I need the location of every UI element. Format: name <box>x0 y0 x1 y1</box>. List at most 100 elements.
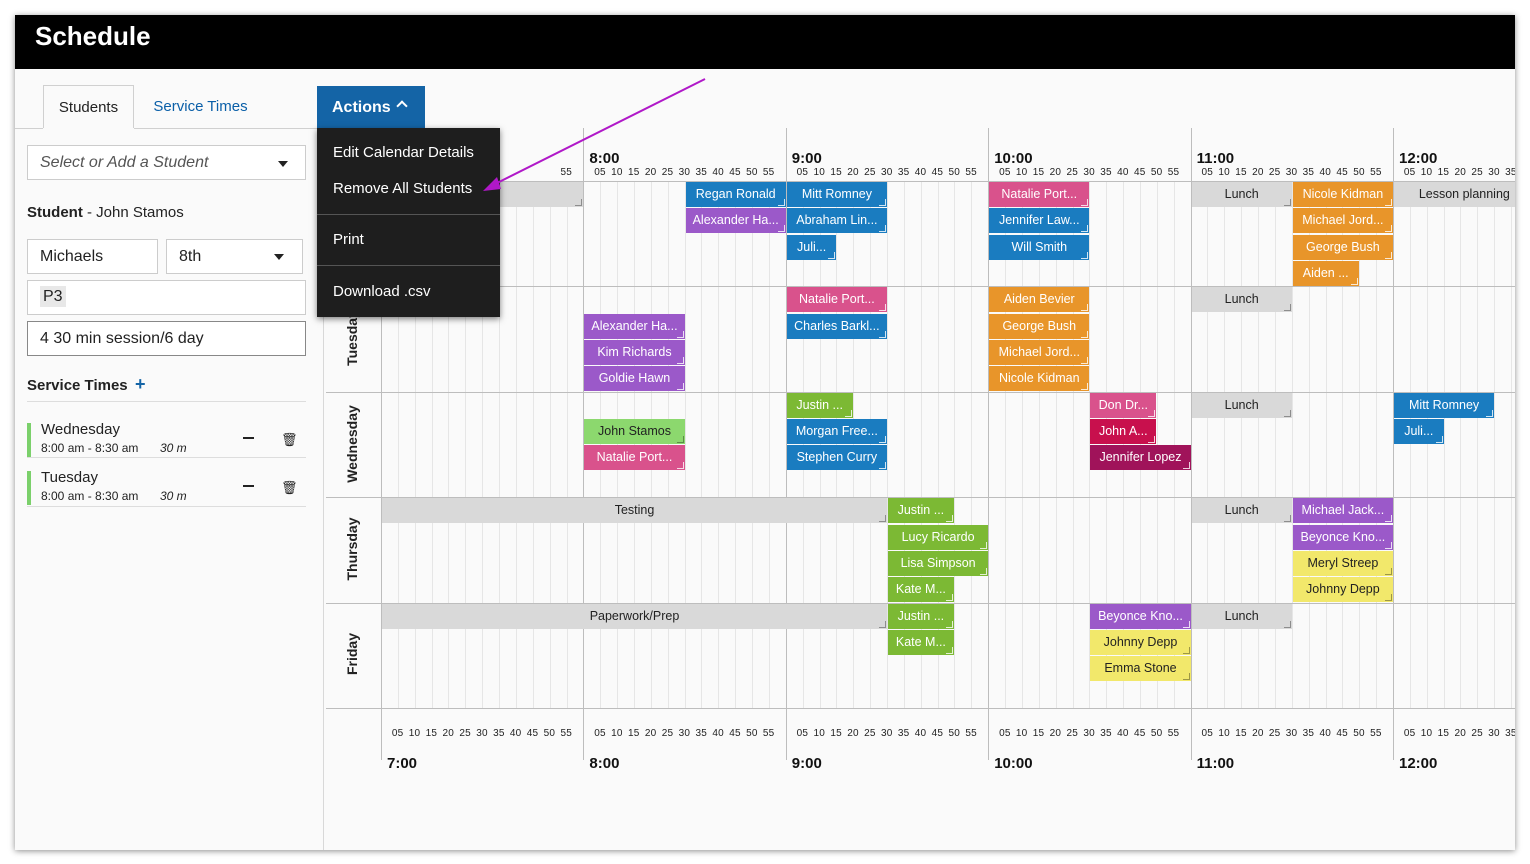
schedule-event[interactable]: Lunch <box>1191 182 1292 207</box>
schedule-event[interactable]: Alexander Ha... <box>584 313 685 339</box>
resize-handle-icon[interactable] <box>980 567 988 575</box>
grade-select[interactable]: 8th <box>166 239 303 274</box>
resize-handle-icon[interactable] <box>878 304 886 312</box>
schedule-event[interactable]: Mitt Romney <box>786 182 887 207</box>
schedule-event[interactable]: Testing <box>382 498 887 524</box>
schedule-event[interactable]: Lucy Ricardo <box>888 524 989 550</box>
schedule-event[interactable]: Johnny Depp <box>1292 577 1393 603</box>
schedule-event[interactable]: George Bush <box>989 313 1090 339</box>
resize-handle-icon[interactable] <box>1182 620 1190 628</box>
resize-handle-icon[interactable] <box>828 251 836 259</box>
schedule-event[interactable]: Beyonce Kno... <box>1090 603 1191 629</box>
resize-handle-icon[interactable] <box>676 462 684 470</box>
resize-handle-icon[interactable] <box>1148 409 1156 417</box>
resize-handle-icon[interactable] <box>1384 594 1392 602</box>
schedule-event[interactable]: Meryl Streep <box>1292 550 1393 576</box>
resize-handle-icon[interactable] <box>575 199 583 206</box>
resize-handle-icon[interactable] <box>676 383 684 391</box>
schedule-event[interactable]: Aiden Bevier <box>989 287 1090 313</box>
schedule-event[interactable]: Michael Jack... <box>1292 498 1393 524</box>
schedule-event[interactable]: Abraham Lin... <box>786 208 887 234</box>
schedule-event[interactable]: Nicole Kidman <box>1292 182 1393 207</box>
schedule-event[interactable]: Will Smith <box>989 234 1090 260</box>
resize-handle-icon[interactable] <box>878 330 886 338</box>
schedule-event[interactable]: Mitt Romney <box>1394 392 1495 418</box>
resize-handle-icon[interactable] <box>676 330 684 338</box>
schedule-event[interactable]: Aiden ... <box>1292 260 1359 286</box>
schedule-event[interactable]: Natalie Port... <box>989 182 1090 207</box>
schedule-event[interactable]: Lisa Simpson <box>888 550 989 576</box>
resize-handle-icon[interactable] <box>1384 225 1392 233</box>
menu-item-download-csv[interactable]: Download .csv <box>333 283 431 300</box>
resize-handle-icon[interactable] <box>879 620 886 628</box>
tab-service-times[interactable]: Service Times <box>153 98 248 115</box>
schedule-event[interactable]: Beyonce Kno... <box>1292 524 1393 550</box>
schedule-event[interactable]: Jennifer Lopez <box>1090 445 1191 471</box>
resize-handle-icon[interactable] <box>1486 409 1494 417</box>
trash-icon[interactable]: 🗑 <box>281 480 298 495</box>
resize-handle-icon[interactable] <box>945 620 953 628</box>
resize-handle-icon[interactable] <box>1148 436 1156 444</box>
session-field[interactable]: 4 30 min session/6 day <box>27 321 306 356</box>
resize-handle-icon[interactable] <box>1384 199 1392 206</box>
resize-handle-icon[interactable] <box>1081 357 1089 364</box>
resize-handle-icon[interactable] <box>1384 251 1392 259</box>
add-service-time-icon[interactable]: + <box>135 374 146 394</box>
menu-item-print[interactable]: Print <box>333 231 364 248</box>
schedule-event[interactable]: Nicole Kidman <box>989 366 1090 392</box>
resize-handle-icon[interactable] <box>1435 436 1443 444</box>
resize-handle-icon[interactable] <box>1384 515 1392 523</box>
resize-handle-icon[interactable] <box>777 225 785 233</box>
resize-handle-icon[interactable] <box>945 594 953 602</box>
schedule-event[interactable]: Johnny Depp <box>1090 629 1191 655</box>
schedule-event[interactable]: Don Dr... <box>1090 392 1157 418</box>
schedule-event[interactable]: Justin ... <box>888 498 954 524</box>
resize-handle-icon[interactable] <box>980 541 988 549</box>
student-select[interactable]: Select or Add a Student <box>27 145 306 180</box>
schedule-event[interactable]: George Bush <box>1292 234 1393 260</box>
schedule-event[interactable]: Goldie Hawn <box>584 366 685 392</box>
menu-item-edit-calendar[interactable]: Edit Calendar Details <box>333 144 474 161</box>
schedule-event[interactable]: Justin ... <box>786 392 853 418</box>
resize-handle-icon[interactable] <box>777 199 785 206</box>
schedule-event[interactable]: Justin ... <box>888 603 954 629</box>
resize-handle-icon[interactable] <box>878 199 886 206</box>
schedule-event[interactable]: John Stamos <box>584 419 685 445</box>
resize-handle-icon[interactable] <box>1384 567 1392 575</box>
menu-item-remove-all-students[interactable]: Remove All Students <box>333 180 473 197</box>
schedule-event[interactable]: Kim Richards <box>584 340 685 365</box>
schedule-event[interactable]: Kate M... <box>888 577 954 603</box>
resize-handle-icon[interactable] <box>1350 277 1358 285</box>
resize-handle-icon[interactable] <box>1081 383 1089 391</box>
resize-handle-icon[interactable] <box>676 357 684 364</box>
school-field[interactable]: Michaels <box>27 239 158 274</box>
resize-handle-icon[interactable] <box>1182 646 1190 654</box>
schedule-event[interactable]: Emma Stone <box>1090 656 1191 682</box>
resize-handle-icon[interactable] <box>1283 304 1291 312</box>
resize-handle-icon[interactable] <box>878 462 886 470</box>
resize-handle-icon[interactable] <box>878 225 886 233</box>
resize-handle-icon[interactable] <box>1182 673 1190 681</box>
tag-field[interactable]: P3 <box>27 280 306 315</box>
collapse-icon[interactable] <box>243 485 254 487</box>
resize-handle-icon[interactable] <box>1384 541 1392 549</box>
schedule-event[interactable]: Charles Barkl... <box>786 313 887 339</box>
resize-handle-icon[interactable] <box>879 515 886 523</box>
schedule-event[interactable]: Morgan Free... <box>786 419 887 445</box>
schedule-event[interactable]: Stephen Curry <box>786 445 887 471</box>
resize-handle-icon[interactable] <box>1182 462 1190 470</box>
schedule-event[interactable]: Paperwork/Prep <box>382 603 887 629</box>
schedule-event[interactable]: Lesson planning <box>1394 182 1515 207</box>
schedule-event[interactable]: Lunch <box>1191 287 1292 313</box>
schedule-event[interactable]: Natalie Port... <box>584 445 685 471</box>
trash-icon[interactable]: 🗑 <box>281 432 298 447</box>
resize-handle-icon[interactable] <box>1081 199 1089 206</box>
resize-handle-icon[interactable] <box>1081 330 1089 338</box>
resize-handle-icon[interactable] <box>878 436 886 444</box>
schedule-event[interactable]: Lunch <box>1191 392 1292 418</box>
resize-handle-icon[interactable] <box>1283 199 1291 206</box>
actions-button[interactable]: Actions <box>317 86 425 128</box>
schedule-event[interactable]: Natalie Port... <box>786 287 887 313</box>
schedule-event[interactable]: Lunch <box>1191 498 1292 524</box>
resize-handle-icon[interactable] <box>844 409 852 417</box>
